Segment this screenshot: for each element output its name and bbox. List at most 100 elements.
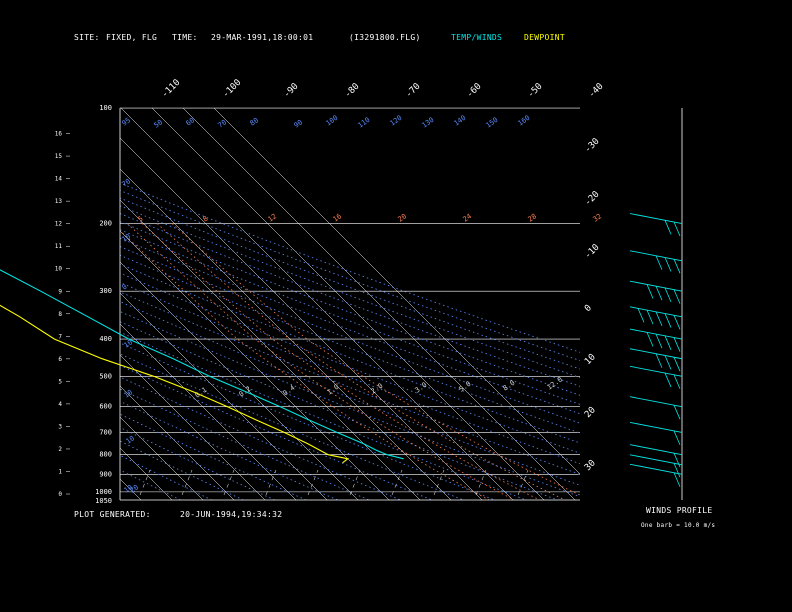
dry-adiabat — [120, 342, 495, 500]
dry-adiabat — [120, 311, 580, 498]
isotherm-label-top: -80 — [343, 82, 362, 101]
moist-adiabat-label: 20 — [397, 212, 409, 223]
isotherm-line — [0, 108, 17, 500]
mixing-ratio-label: 130 — [421, 116, 436, 130]
dry-adiabat — [120, 321, 558, 500]
isotherm-line — [182, 108, 576, 500]
pressure-tick-label: 1050 — [95, 497, 112, 505]
moist-adiabat — [142, 223, 540, 500]
dry-adiabat — [120, 205, 580, 378]
altitude-tick-label: 10 — [55, 266, 63, 273]
pressure-tick-label: 700 — [99, 428, 112, 436]
temperature-line — [0, 269, 404, 460]
isotherm-line — [120, 168, 452, 500]
wind-barb-flag — [664, 257, 672, 272]
altitude-tick-label: 16 — [55, 131, 63, 138]
dry-adiabat — [120, 281, 580, 465]
dry-adiabat — [120, 182, 580, 353]
wind-barb-staff — [629, 454, 683, 466]
mixing-ratio-line — [181, 469, 193, 496]
mixing-ratio-line — [139, 469, 151, 496]
mixing-ratio-label: 70 — [121, 177, 133, 188]
isotherm-line — [120, 292, 328, 500]
wind-barb-flag — [673, 405, 681, 420]
isotherm-line — [120, 354, 266, 500]
plot-area — [0, 108, 580, 500]
moist-adiabat — [156, 223, 566, 500]
wind-barb-flag — [673, 357, 681, 372]
moist-adiabat-label: 24 — [462, 212, 474, 223]
legend-temp: TEMP/WINDS — [451, 33, 503, 42]
isotherm-label-top: -110 — [160, 78, 182, 100]
wind-barb-flag — [646, 284, 654, 299]
isotherm-line — [120, 261, 359, 500]
pressure-tick-label: 1000 — [95, 488, 112, 496]
altitude-tick-label: 3 — [58, 423, 62, 430]
mixing-ratio-label: 10 — [121, 232, 133, 243]
pressure-tick-label: 500 — [99, 372, 112, 380]
dry-adiabat — [120, 229, 580, 405]
wind-barb-staff — [629, 365, 683, 377]
moist-adiabat-label: 12 — [267, 212, 279, 223]
mixing-ratio-label: 160 — [517, 114, 532, 128]
isotherm-line — [213, 108, 580, 475]
isotherm-line — [120, 137, 483, 500]
isotherm-label-top: -40 — [587, 82, 606, 101]
wind-barb-flag — [673, 374, 681, 389]
file-value: (I3291800.FLG) — [349, 33, 421, 42]
isotherm-line — [120, 416, 204, 500]
isotherm-label-top: -90 — [282, 82, 301, 101]
pressure-tick-label: 200 — [99, 220, 112, 228]
wind-barb-flag — [673, 472, 681, 487]
mixing-ratio-label: 10 — [123, 388, 135, 399]
isotherm-label-right: 0 — [583, 303, 594, 314]
wind-barb-staff — [629, 421, 683, 433]
winds-title: WINDS PROFILE — [646, 506, 713, 515]
mixing-ratio-line — [265, 469, 277, 496]
altitude-tick-label: 7 — [58, 333, 62, 340]
dry-adiabat — [120, 301, 580, 486]
dry-adiabat — [120, 413, 307, 500]
altitude-tick-label: 8 — [58, 311, 62, 318]
site-label: SITE: — [74, 33, 100, 42]
wind-barb-flag — [673, 337, 681, 352]
mixing-ratio-label: 20 — [129, 483, 141, 494]
pressure-tick-label: 300 — [99, 287, 112, 295]
wind-barb-flag — [655, 333, 663, 349]
isotherm-label-top: -100 — [221, 78, 243, 100]
dry-adiabat — [120, 426, 275, 500]
isotherm-label-top: -60 — [465, 82, 484, 101]
dry-adiabat — [120, 221, 580, 396]
altitude-tick-label: 4 — [58, 401, 62, 408]
wind-barb-flag — [673, 452, 681, 468]
moist-adiabat-label: 5 — [137, 215, 145, 224]
mixing-ratio-lower-label: 2.0 — [370, 382, 385, 396]
time-value: 29-MAR-1991,18:00:01 — [211, 33, 314, 42]
altitude-tick-label: 11 — [55, 243, 63, 250]
mixing-ratio-label: 90 — [293, 118, 305, 129]
dry-adiabat — [120, 190, 580, 361]
mixing-ratio-line — [349, 469, 361, 496]
dry-adiabat — [120, 254, 580, 434]
dry-adiabat — [120, 291, 580, 475]
wind-barb-flag — [646, 309, 654, 325]
mixing-ratio-label: 10 — [123, 338, 135, 349]
wind-barb-staff — [629, 444, 683, 456]
wind-barb-flag — [673, 463, 681, 478]
altitude-tick-label: 0 — [58, 491, 62, 498]
altitude-tick-label: 12 — [55, 221, 63, 228]
dry-adiabat — [120, 246, 580, 424]
mixing-ratio-label: 70 — [217, 118, 229, 129]
moist-adiabat — [171, 223, 580, 496]
generated-label: PLOT GENERATED: — [74, 510, 151, 519]
dry-adiabat — [120, 237, 580, 415]
altitude-tick-label: 1 — [58, 468, 62, 475]
isotherm-label-top: -70 — [404, 82, 423, 101]
dry-adiabat — [120, 213, 580, 387]
altitude-tick-label: 14 — [55, 176, 63, 183]
isotherm-line — [151, 108, 545, 500]
barb-note: One barb = 10.0 m/s — [641, 522, 716, 529]
mixing-ratio-label: 110 — [357, 116, 372, 130]
moist-adiabat-label: 8 — [202, 215, 210, 224]
